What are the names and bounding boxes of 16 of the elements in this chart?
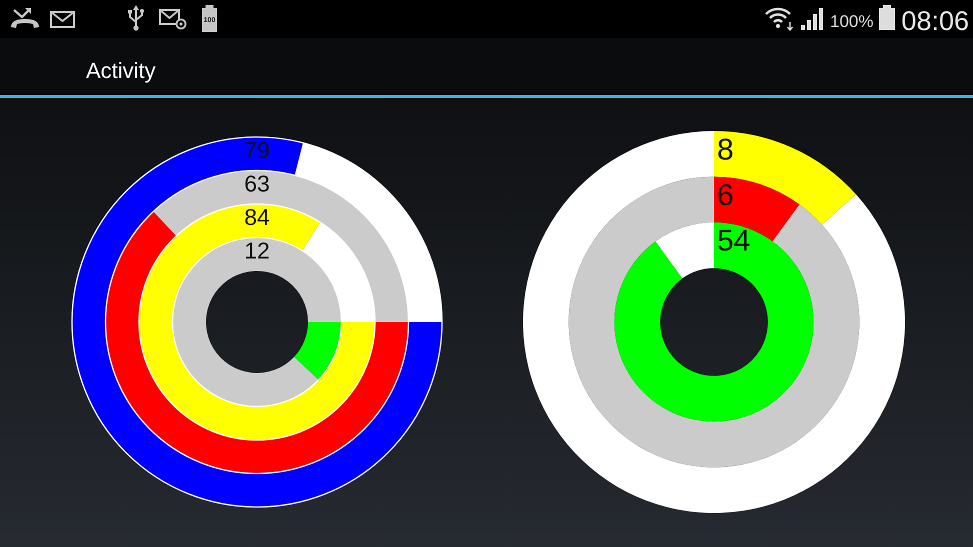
donut-slice bbox=[153, 170, 408, 322]
donut-slice bbox=[523, 131, 905, 513]
text: 63 bbox=[244, 170, 270, 196]
data-label: 79 bbox=[244, 136, 270, 163]
data-label: 6 bbox=[717, 178, 734, 212]
data-label: 8 bbox=[717, 133, 734, 166]
donut-slice bbox=[614, 222, 814, 422]
text: Activity bbox=[86, 58, 156, 83]
data-label: 54 bbox=[717, 224, 750, 258]
donut-slice bbox=[714, 131, 856, 225]
text: 12 bbox=[244, 237, 270, 264]
data-label: 84 bbox=[244, 204, 270, 230]
donut-slice bbox=[568, 176, 860, 468]
text: 08:06 bbox=[901, 6, 969, 36]
text: 100% bbox=[830, 12, 874, 31]
donut-slice bbox=[655, 222, 714, 278]
